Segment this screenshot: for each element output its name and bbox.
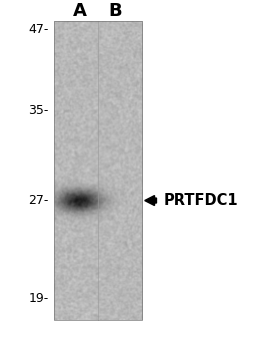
Bar — [54, 21, 142, 320]
Text: PRTFDC1: PRTFDC1 — [163, 193, 238, 208]
Text: 47-: 47- — [28, 23, 49, 36]
Text: B: B — [109, 2, 122, 20]
Text: 35-: 35- — [28, 104, 49, 117]
Text: 19-: 19- — [29, 292, 49, 305]
FancyArrow shape — [145, 196, 156, 206]
Text: A: A — [73, 2, 87, 20]
Text: 27-: 27- — [28, 194, 49, 207]
